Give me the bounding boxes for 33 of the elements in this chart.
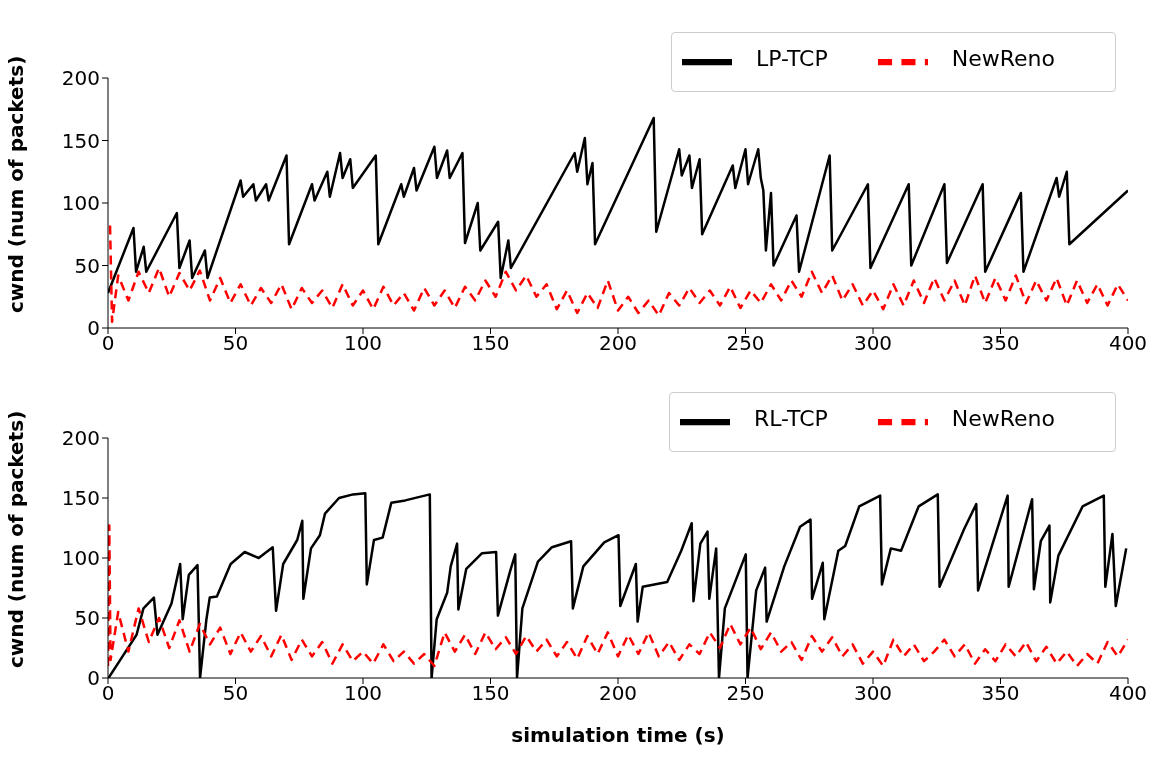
x-tick-label: 100: [343, 331, 383, 356]
x-tick-label: 200: [598, 331, 638, 356]
x-tick-label: 350: [981, 681, 1020, 706]
y-tick-label: 50: [74, 253, 100, 278]
x-tick-label: 350: [981, 331, 1020, 356]
y-axis-title: cwnd (num of packets): [4, 410, 29, 668]
line-series: [108, 224, 1128, 323]
x-tick-label: 400: [1108, 331, 1148, 356]
x-tick-label: 300: [853, 331, 893, 356]
y-tick-label: 150: [61, 486, 100, 511]
x-tick-label: 300: [853, 681, 893, 706]
x-tick-label: 150: [471, 331, 510, 356]
x-tick-label: 250: [726, 331, 765, 356]
x-axis-title: simulation time (s): [511, 723, 725, 747]
y-axis-title: cwnd (num of packets): [4, 55, 29, 313]
y-tick-label: 200: [61, 66, 100, 91]
y-tick-label: 50: [74, 606, 100, 631]
y-tick-label: 200: [61, 426, 100, 451]
x-tick-label: 50: [222, 331, 249, 356]
x-tick-label: 250: [726, 681, 765, 706]
x-tick-label: 400: [1108, 681, 1148, 706]
legend-label: NewReno: [951, 45, 1055, 71]
legend-label: RL-TCP: [753, 405, 828, 431]
y-tick-label: 100: [61, 191, 100, 216]
x-tick-label: 150: [471, 681, 510, 706]
y-tick-label: 150: [61, 128, 100, 153]
legend-label: NewReno: [951, 405, 1055, 431]
x-tick-label: 200: [598, 681, 638, 706]
x-tick-label: 100: [343, 681, 383, 706]
y-tick-label: 100: [61, 546, 100, 571]
x-tick-label: 50: [222, 681, 249, 706]
legend-label: LP-TCP: [756, 45, 828, 71]
line-series: [108, 524, 1128, 668]
